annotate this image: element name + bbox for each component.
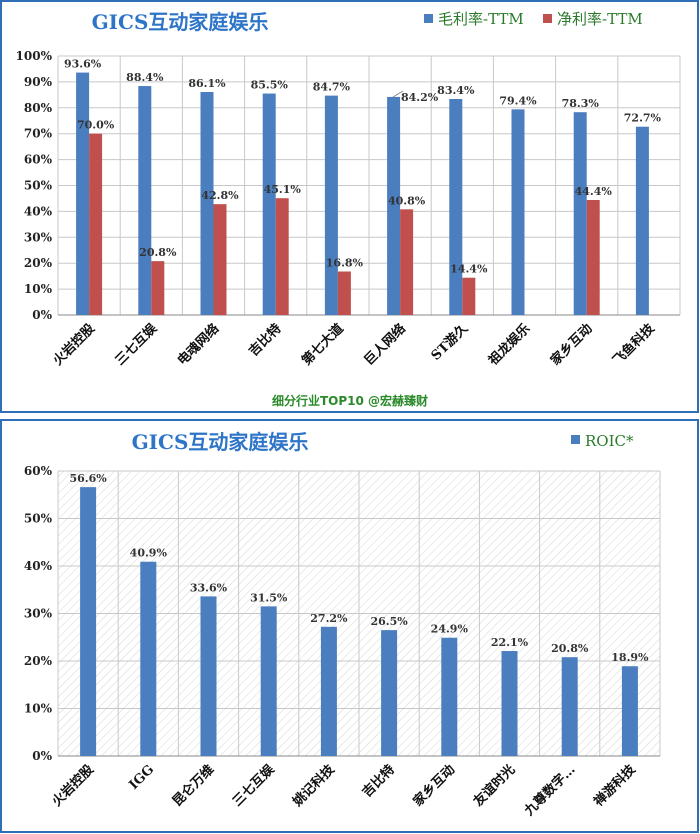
data-label: 27.2% <box>310 612 348 625</box>
bar-roic <box>501 651 518 756</box>
data-label: 70.0% <box>77 119 115 132</box>
source-note: 细分行业TOP10 @宏赫臻财 <box>272 393 428 408</box>
legend-net-label: 净利率-TTM <box>557 10 643 28</box>
data-label: 78.3% <box>562 97 600 110</box>
y-tick-label: 50% <box>24 179 53 193</box>
y-tick-label: 100% <box>16 49 53 63</box>
data-label: 20.8% <box>551 642 589 655</box>
data-label: 16.8% <box>326 256 364 269</box>
chart-1-data-labels: 93.6% 70.0% 88.4% 20.8% 86.1% 42.8% 85.5% 45.1%… <box>64 58 662 276</box>
data-label: 56.6% <box>69 472 107 485</box>
bar-roic <box>80 487 97 756</box>
chart-2-legend: ROIC* <box>571 432 634 450</box>
data-label: 83.4% <box>437 84 475 97</box>
y-tick-label: 10% <box>24 702 53 716</box>
data-label: 24.9% <box>431 623 469 636</box>
y-tick-label: 40% <box>24 559 53 573</box>
data-label: 85.5% <box>251 79 289 92</box>
bar-roic <box>320 626 337 756</box>
data-label: 42.8% <box>201 189 239 202</box>
bar-gross <box>573 112 587 315</box>
y-tick-label: 70% <box>24 127 53 141</box>
y-tick-label: 60% <box>24 464 53 478</box>
chart-1-legend: 毛利率-TTM 净利率-TTM <box>424 10 643 28</box>
legend-roic-label: ROIC* <box>585 432 634 450</box>
y-tick-label: 20% <box>24 654 53 668</box>
y-tick-label: 10% <box>24 282 53 296</box>
bar-roic <box>200 596 217 756</box>
bar-gross <box>200 92 214 315</box>
bar-gross <box>262 93 276 316</box>
bar-gross <box>387 96 401 315</box>
chart-2-title: GICS互动家庭娱乐 <box>132 430 309 454</box>
chart-2-y-axis: 0% 10% 20% 30% 40% 50% 60% <box>24 464 53 763</box>
data-label: 84.2% <box>401 91 439 104</box>
bar-net <box>151 261 165 315</box>
data-label: 79.4% <box>499 94 537 107</box>
bar-roic <box>621 666 638 756</box>
data-label: 14.4% <box>450 263 488 276</box>
y-tick-label: 20% <box>24 256 53 270</box>
y-tick-label: 50% <box>24 512 53 526</box>
bar-net <box>400 209 414 315</box>
bar-roic <box>140 561 157 756</box>
bar-gross <box>511 109 525 315</box>
data-label: 40.8% <box>388 194 426 207</box>
y-tick-label: 0% <box>32 308 52 322</box>
bar-gross <box>449 98 463 315</box>
data-label: 44.4% <box>575 185 613 198</box>
data-label: 33.6% <box>190 581 228 594</box>
data-label: 26.5% <box>370 615 408 628</box>
bar-net <box>89 133 103 315</box>
legend-roic-swatch <box>571 435 580 444</box>
bar-net <box>275 198 289 315</box>
data-label: 22.1% <box>491 636 529 649</box>
bar-roic <box>260 606 277 756</box>
bar-gross <box>324 95 338 315</box>
y-tick-label: 90% <box>24 75 53 89</box>
legend-gross-swatch <box>424 14 433 23</box>
y-tick-label: 40% <box>24 204 53 218</box>
y-tick-label: 30% <box>24 607 53 621</box>
bar-net <box>337 271 351 315</box>
chart-panel-1: GICS互动家庭娱乐 毛利率-TTM 净利率-TTM 0% 10% 20% 30% 40… <box>0 0 699 413</box>
bar-gross <box>138 86 152 315</box>
data-label: 88.4% <box>126 71 164 84</box>
chart-1-bars <box>76 72 649 316</box>
bar-roic <box>441 637 458 756</box>
y-tick-label: 80% <box>24 101 53 115</box>
data-label: 20.8% <box>139 246 177 259</box>
chart-1-title: GICS互动家庭娱乐 <box>92 10 269 34</box>
bar-net <box>213 204 227 315</box>
chart-2-data-labels: 56.6% 40.9% 33.6% 31.5% 27.2% 26.5% 24.9% 22.1%… <box>69 472 649 664</box>
y-tick-label: 30% <box>24 230 53 244</box>
chart-2-bars <box>80 487 638 756</box>
chart-1-y-axis: 0% 10% 20% 30% 40% 50% 60% 70% 80% 90% 100% <box>16 49 53 322</box>
data-label: 84.7% <box>313 81 351 94</box>
data-label: 45.1% <box>264 183 302 196</box>
bar-net <box>462 277 476 315</box>
bar-roic <box>561 657 578 756</box>
bar-gross <box>76 72 90 316</box>
data-label: 93.6% <box>64 58 102 71</box>
y-tick-label: 60% <box>24 153 53 167</box>
bar-roic <box>381 630 398 756</box>
bar-gross <box>635 126 649 315</box>
chart-1-leader-line <box>392 90 404 98</box>
data-label: 86.1% <box>188 77 226 90</box>
data-label: 72.7% <box>624 112 662 125</box>
chart-2-gridlines <box>57 470 661 757</box>
legend-gross-label: 毛利率-TTM <box>438 10 524 28</box>
bar-net <box>586 200 600 315</box>
data-label: 31.5% <box>250 591 288 604</box>
data-label: 40.9% <box>130 547 168 560</box>
y-tick-label: 0% <box>32 749 52 763</box>
legend-net-swatch <box>543 14 552 23</box>
data-label: 18.9% <box>611 651 649 664</box>
chart-panel-2: GICS互动家庭娱乐 ROIC* 0% 10% 20% 30% 40% 50% 60% 56… <box>0 419 699 833</box>
